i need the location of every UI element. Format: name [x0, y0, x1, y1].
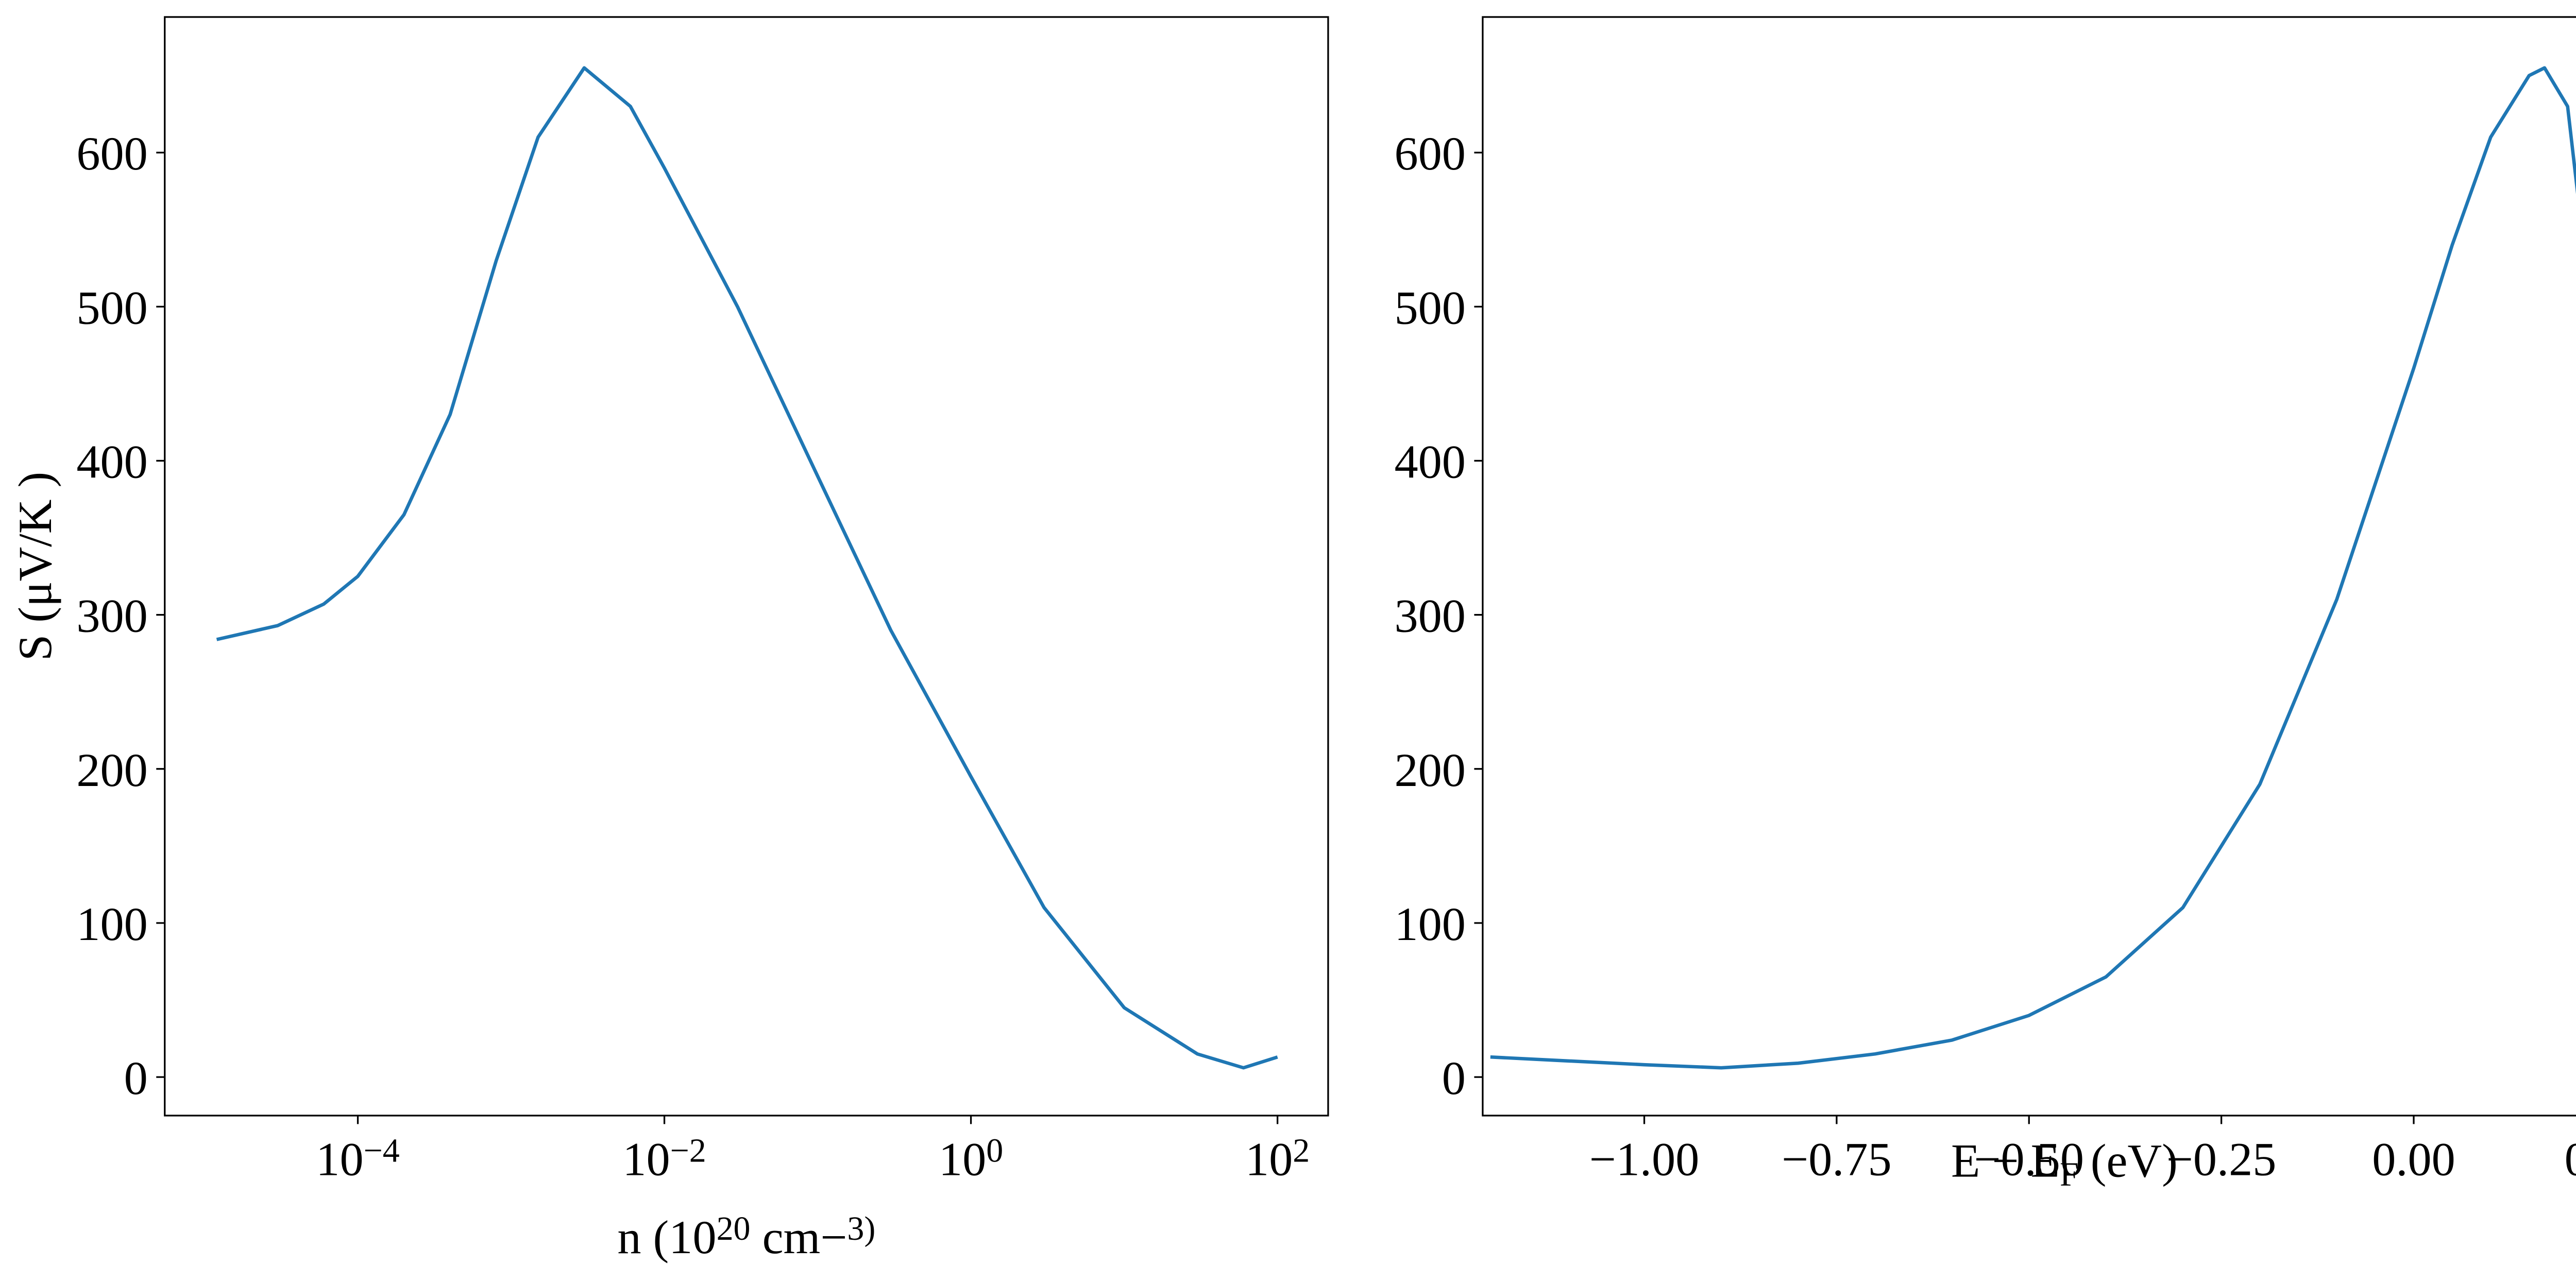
axes-frame — [164, 16, 1329, 1117]
y-tick-label: 0 — [1442, 1052, 1466, 1104]
y-axis-label: S (μV/K ) — [9, 472, 61, 661]
y-tick-label: 100 — [1394, 898, 1465, 950]
data-line — [216, 66, 1278, 1070]
y-tick-label: 300 — [76, 590, 147, 642]
x-tick-label: −0.50 — [1974, 1133, 2084, 1185]
y-tick-label: 500 — [1394, 281, 1465, 334]
y-tick-label: 600 — [76, 127, 147, 180]
x-tick-label: 0.25 — [2565, 1133, 2576, 1185]
y-tick-label: 200 — [1394, 744, 1465, 796]
x-tick-label: −0.75 — [1782, 1133, 1892, 1185]
y-tick-label: 500 — [76, 281, 147, 334]
x-tick-label: 102 — [1245, 1132, 1310, 1185]
x-tick-label: 100 — [939, 1132, 1003, 1185]
axes-frame — [1482, 16, 2576, 1117]
x-axis-label: n (1020 cm−3) — [617, 1210, 875, 1263]
x-tick-label: −1.00 — [1589, 1133, 1700, 1185]
x-tick-label: 10−4 — [316, 1132, 399, 1185]
y-tick-label: 400 — [76, 436, 147, 488]
y-tick-label: 0 — [124, 1052, 148, 1104]
x-tick-label: 0.00 — [2372, 1133, 2455, 1185]
y-tick-label: 400 — [1394, 436, 1465, 488]
y-tick-label: 600 — [1394, 127, 1465, 180]
y-tick-label: 300 — [1394, 590, 1465, 642]
y-tick-label: 200 — [76, 744, 147, 796]
x-tick-label: −0.25 — [2166, 1133, 2277, 1185]
x-axis-label: E − EF (eV) — [1951, 1135, 2178, 1193]
x-tick-label: 10−2 — [622, 1132, 706, 1185]
data-line — [1490, 66, 2576, 1070]
y-tick-label: 100 — [76, 898, 147, 950]
